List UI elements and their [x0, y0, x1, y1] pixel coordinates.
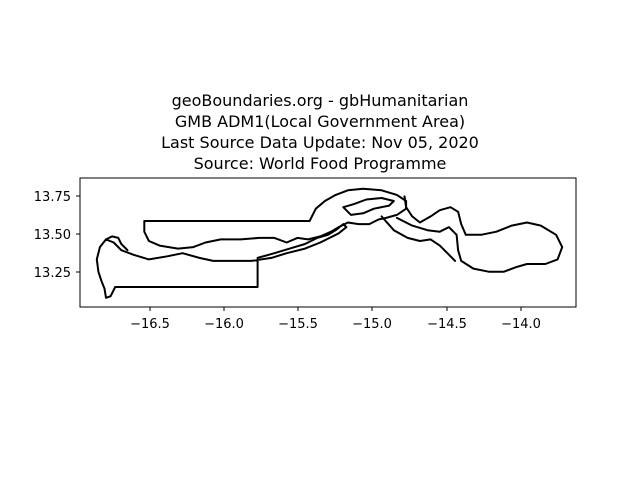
y-tick-label: 13.75	[34, 190, 71, 205]
title-line-data-source: Source: World Food Programme	[193, 154, 447, 173]
boundary-central-river	[342, 197, 395, 216]
boundaries-layer	[95, 187, 564, 299]
x-tick-label: −16.0	[204, 317, 244, 332]
boundary-central-river-south	[395, 195, 564, 273]
map-title: geoBoundaries.org - gbHumanitarian GMB A…	[0, 90, 640, 174]
title-line-admin-level: GMB ADM1(Local Government Area)	[174, 112, 466, 131]
axes-frame	[79, 177, 577, 308]
x-tick-label: −15.5	[278, 317, 318, 332]
x-tick-label: −15.0	[352, 317, 392, 332]
boundary-kanifing-notch	[105, 235, 129, 252]
x-tick-label: −14.0	[501, 317, 541, 332]
x-tick-label: −16.5	[130, 317, 170, 332]
boundary-north-bank	[143, 187, 408, 250]
boundary-lower-river-east	[380, 215, 457, 262]
title-line-source: geoBoundaries.org - gbHumanitarian	[171, 91, 469, 110]
x-axis: −16.5 −16.0 −15.5 −15.0 −14.5 −14.0	[130, 307, 541, 332]
x-tick-label: −14.5	[427, 317, 467, 332]
title-line-update-date: Last Source Data Update: Nov 05, 2020	[161, 133, 479, 152]
y-axis: 13.75 13.50 13.25	[34, 190, 80, 281]
y-tick-label: 13.50	[34, 228, 71, 243]
boundary-western-banjul-kanifing	[95, 223, 348, 299]
y-tick-label: 13.25	[34, 266, 71, 281]
